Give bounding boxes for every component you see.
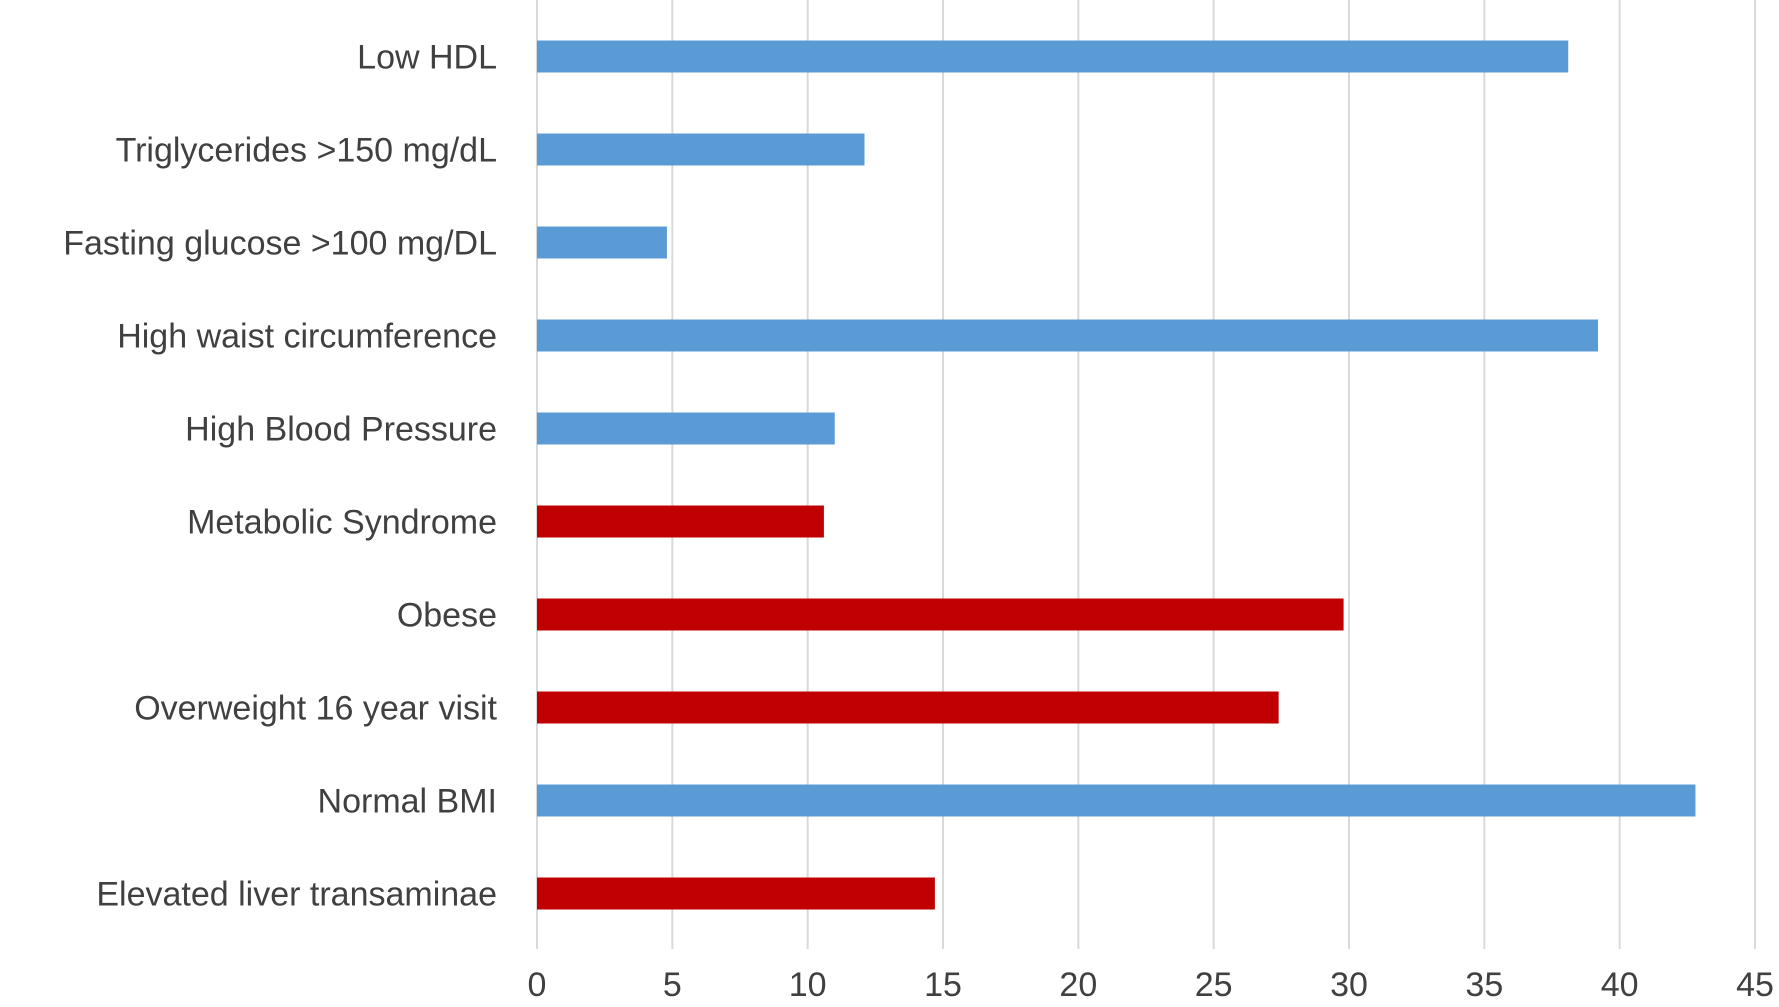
bar [537,784,1696,817]
bar [537,505,824,538]
category-label: Metabolic Syndrome [187,504,497,542]
bar [537,691,1279,724]
x-tick-label: 0 [528,966,547,1004]
x-tick-label: 15 [924,966,962,1004]
x-tick-label: 5 [663,966,682,1004]
category-label: Fasting glucose >100 mg/DL [63,225,497,263]
bars [537,40,1696,910]
bar [537,319,1599,352]
bar [537,40,1569,73]
category-label: Triglycerides >150 mg/dL [116,132,497,170]
category-label: Elevated liver transaminae [96,876,497,914]
x-tick-label: 25 [1195,966,1233,1004]
bar [537,412,835,445]
bar [537,133,865,166]
category-label: Overweight 16 year visit [134,690,497,728]
bar [537,226,667,259]
bar [537,598,1344,631]
x-tick-label: 10 [789,966,827,1004]
x-tick-label: 45 [1736,966,1774,1004]
category-label: High waist circumference [117,318,497,356]
x-tick-label: 20 [1059,966,1097,1004]
category-labels: Low HDL Triglycerides >150 mg/dL Fasting g… [63,39,497,914]
x-tick-label: 35 [1465,966,1503,1004]
x-tick-labels: 0 5 10 15 20 25 30 35 40 45 [528,966,1774,1004]
category-label: Normal BMI [318,783,497,821]
category-label: High Blood Pressure [185,411,497,449]
x-tick-label: 40 [1601,966,1639,1004]
category-label: Obese [397,597,497,635]
x-tick-label: 30 [1330,966,1368,1004]
category-label: Low HDL [357,39,497,77]
bar [537,877,935,910]
